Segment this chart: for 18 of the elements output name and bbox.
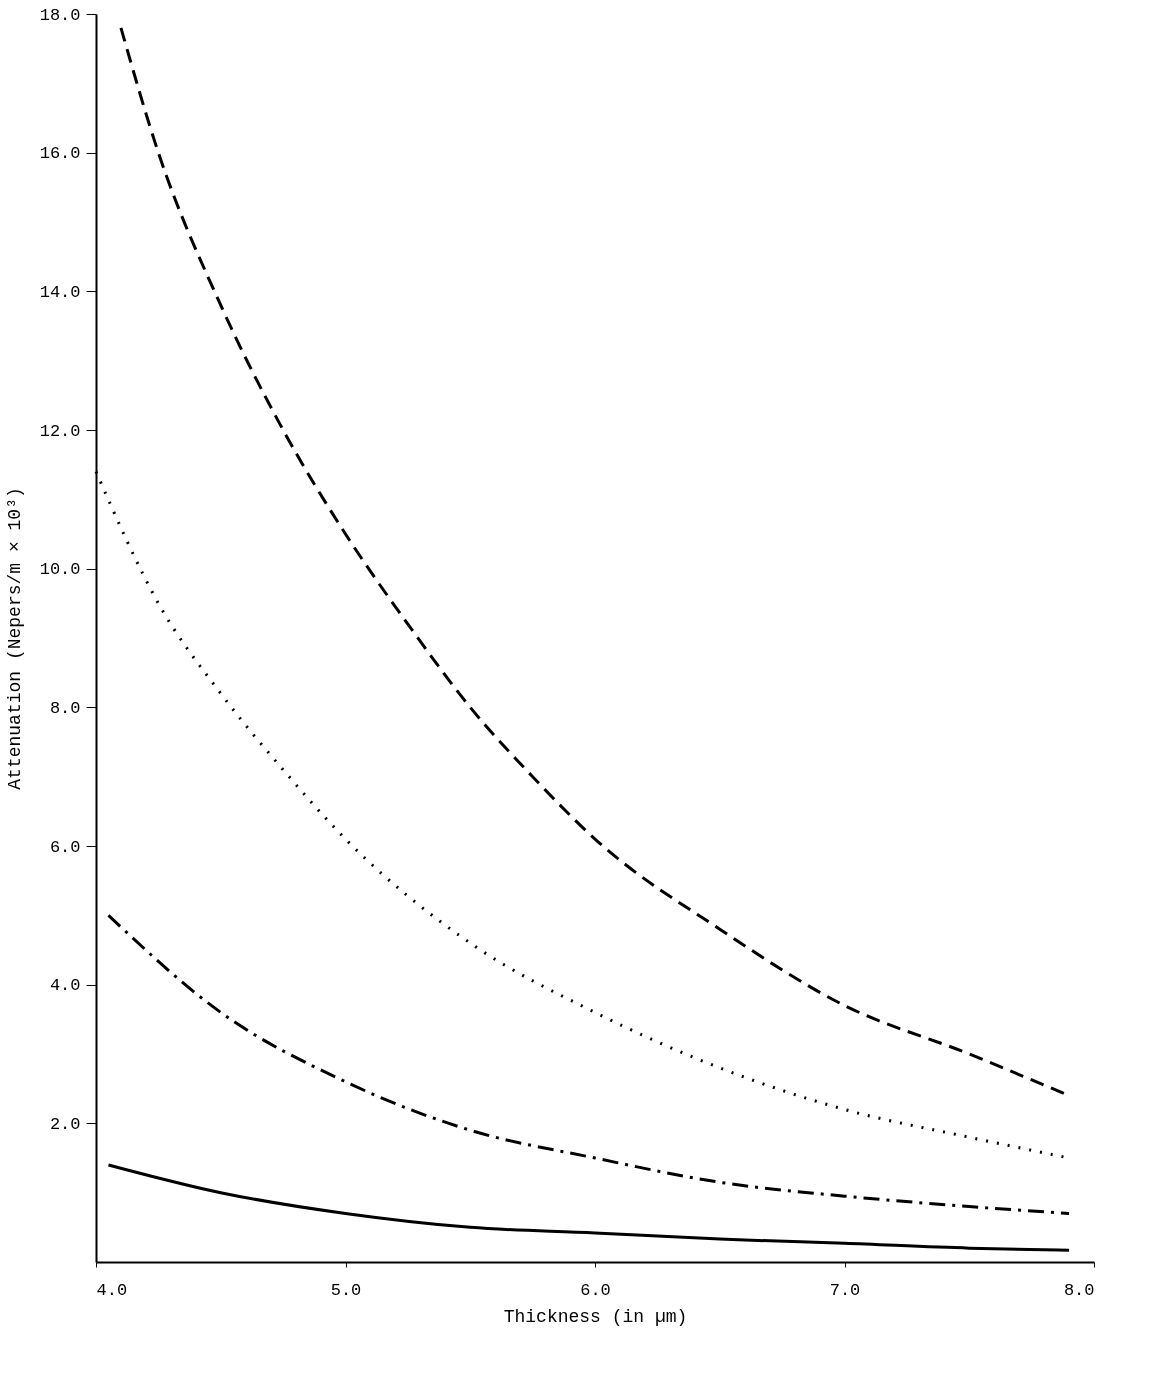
y-tick-label: 2.0 — [49, 1114, 81, 1134]
y-tick-label: 6.0 — [49, 837, 81, 857]
y-tick-label: 12.0 — [39, 421, 81, 441]
x-tick-label: 4.0 — [96, 1280, 128, 1300]
y-tick-label: 14.0 — [39, 282, 81, 302]
x-tick-label: 5.0 — [330, 1280, 362, 1300]
y-tick-label: 8.0 — [49, 698, 81, 718]
x-tick-label: 8.0 — [1063, 1280, 1095, 1300]
y-axis-title: Attenuation (Nepers/m × 10³) — [4, 487, 25, 790]
y-tick-label: 4.0 — [49, 976, 81, 996]
y-tick-label: 16.0 — [39, 144, 81, 164]
y-tick-label: 18.0 — [39, 5, 81, 25]
line-series — [106, 1163, 1071, 1252]
x-tick-label: 7.0 — [829, 1280, 861, 1300]
line-series — [106, 913, 1071, 1215]
x-axis-title: Thickness (in µm) — [503, 1306, 688, 1327]
x-tick-label: 6.0 — [580, 1280, 611, 1300]
y-tick-label: 10.0 — [39, 560, 81, 580]
